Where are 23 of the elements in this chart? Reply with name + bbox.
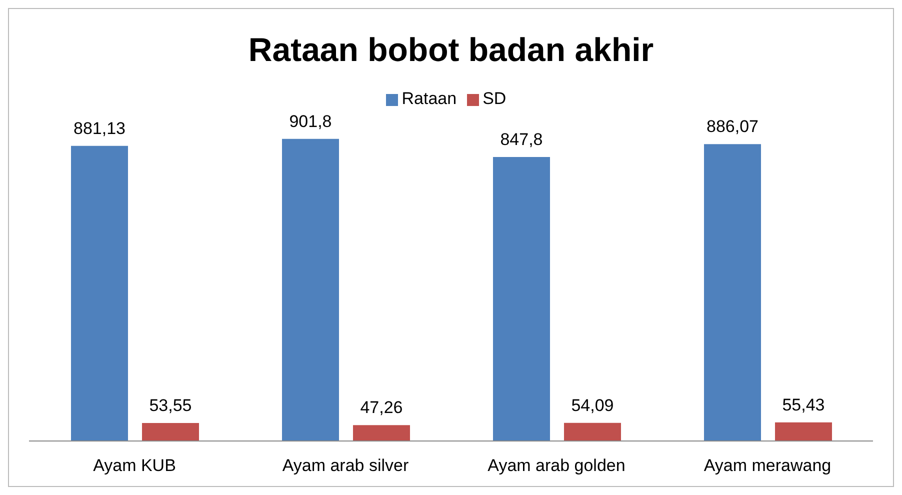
bar (353, 425, 410, 441)
data-label: 901,8 (289, 112, 332, 131)
data-label: 886,07 (706, 117, 758, 136)
bar (142, 423, 199, 441)
x-tick-label: Ayam arab golden (488, 456, 626, 476)
bar (282, 138, 339, 441)
bar (493, 156, 550, 441)
legend-label: SD (482, 89, 506, 108)
data-label: 54,09 (571, 396, 614, 415)
bar (704, 144, 761, 441)
data-label: 55,43 (782, 395, 825, 414)
x-tick-label: Ayam KUB (93, 456, 176, 476)
data-label: 847,8 (500, 130, 543, 149)
bar (564, 422, 621, 441)
x-tick-label: Ayam merawang (704, 456, 832, 476)
bar (775, 422, 832, 441)
data-label: 53,55 (149, 396, 192, 416)
chart-title: Rataan bobot badan akhir (247, 30, 655, 70)
data-label: 47,26 (360, 398, 403, 418)
legend-label: Rataan (402, 89, 457, 108)
data-label: 881,13 (74, 118, 126, 138)
bar (71, 146, 128, 441)
x-tick-label: Ayam arab silver (282, 456, 409, 476)
